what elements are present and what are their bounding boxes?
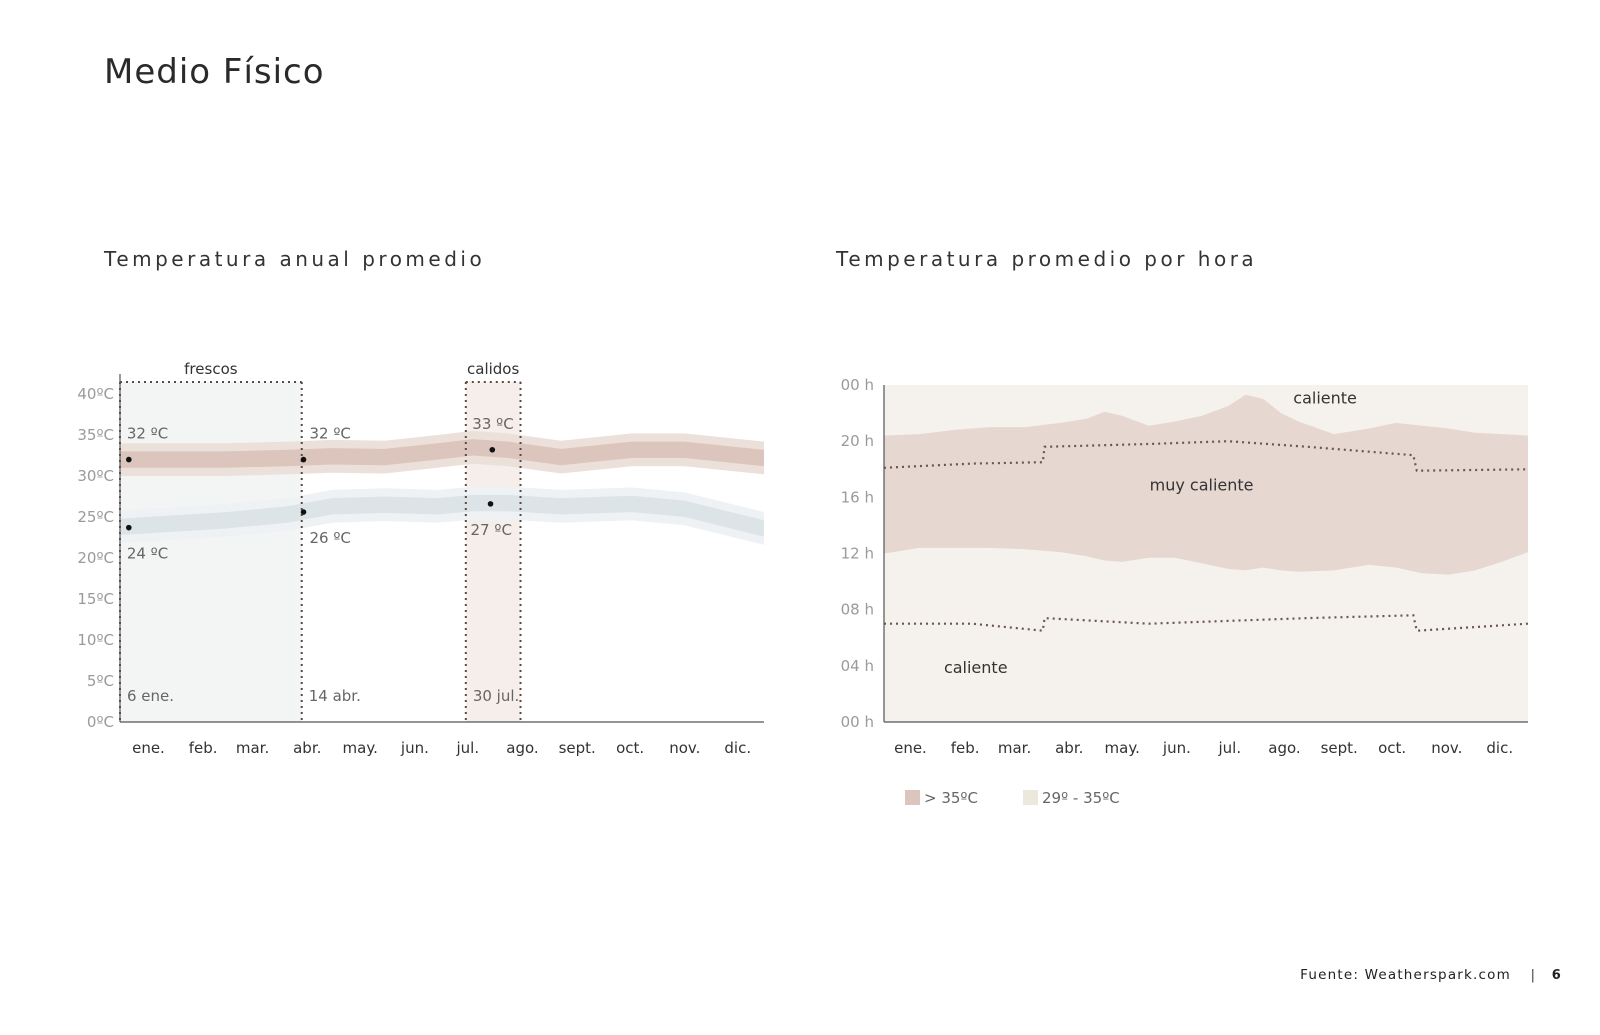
temperature-band-inner-1: [120, 494, 764, 537]
annotation-dot: [300, 456, 307, 463]
y-tick-label: 00 h: [841, 376, 874, 394]
x-tick-label: dic.: [1486, 739, 1513, 757]
annotation-label: 32 ºC: [127, 425, 168, 443]
annotation-label: 27 ºC: [471, 521, 512, 539]
y-tick-label: 5ºC: [87, 672, 114, 690]
x-tick-label: sept.: [1321, 739, 1358, 757]
x-tick-label: abr.: [293, 739, 321, 757]
period-end-date-frescos: 14 abr.: [309, 687, 361, 705]
y-tick-label: 30ºC: [77, 467, 114, 485]
x-tick-label: jul.: [456, 739, 480, 757]
annual-chart-title: Temperatura anual promedio: [104, 247, 486, 271]
annotation-dot: [487, 501, 494, 507]
x-tick-label: jun.: [1162, 739, 1191, 757]
footer-divider: |: [1530, 967, 1537, 983]
x-tick-label: mar.: [236, 739, 269, 757]
hourly-chart-title: Temperatura promedio por hora: [836, 247, 1258, 271]
x-tick-label: ago.: [1268, 739, 1300, 757]
hourly-temperature-chart: caliente muy caliente caliente 00 h 04 h 08 h…: [841, 376, 1529, 807]
annotation-dot: [489, 446, 496, 453]
area-label: muy caliente: [1150, 475, 1254, 494]
period-shade-frescos: [120, 382, 302, 722]
y-tick-label: 20 h: [841, 432, 874, 450]
y-tick-label: 40ºC: [77, 385, 114, 403]
x-tick-label: sept.: [559, 739, 596, 757]
y-tick-label: 12 h: [841, 545, 874, 563]
x-tick-label: nov.: [1431, 739, 1462, 757]
legend-label: > 35ºC: [924, 789, 978, 807]
annotation-dot: [126, 456, 132, 463]
annotation-dot: [300, 509, 307, 515]
y-tick-label: 16 h: [841, 488, 874, 506]
x-tick-label: feb.: [189, 739, 218, 757]
x-tick-label: mar.: [998, 739, 1031, 757]
very-hot-area: [884, 394, 1528, 575]
annotation-dot: [126, 524, 132, 531]
y-tick-label: 0ºC: [87, 713, 114, 731]
annotation-label: 24 ºC: [127, 545, 168, 563]
x-tick-label: nov.: [669, 739, 700, 757]
x-tick-label: may.: [1105, 739, 1140, 757]
x-tick-label: dic.: [724, 739, 751, 757]
y-tick-label: 20ºC: [77, 549, 114, 567]
y-tick-label: 25ºC: [77, 508, 114, 526]
x-tick-label: oct.: [616, 739, 644, 757]
y-tick-label: 04 h: [841, 657, 874, 675]
x-tick-label: ene.: [894, 739, 927, 757]
source-credit: Fuente: Weatherspark.com: [1300, 967, 1511, 983]
x-tick-label: jul.: [1218, 739, 1242, 757]
x-tick-label: ene.: [132, 739, 165, 757]
y-tick-label: 10ºC: [77, 631, 114, 649]
y-tick-label: 35ºC: [77, 426, 114, 444]
page-footer: Fuente: Weatherspark.com | 6: [1300, 967, 1562, 983]
temperature-band-inner-0: [120, 439, 764, 468]
annotation-label: 32 ºC: [309, 425, 350, 443]
area-label: caliente: [944, 658, 1008, 677]
x-tick-label: oct.: [1378, 739, 1406, 757]
x-tick-label: jun.: [400, 739, 429, 757]
y-tick-label: 08 h: [841, 601, 874, 619]
legend-swatch: [905, 790, 920, 805]
y-tick-label: 00 h: [841, 713, 874, 731]
x-tick-label: may.: [343, 739, 378, 757]
legend-swatch: [1023, 790, 1038, 805]
x-tick-label: feb.: [951, 739, 980, 757]
page-title: Medio Físico: [104, 52, 325, 92]
page-number: 6: [1551, 968, 1562, 983]
period-start-date-frescos: 6 ene.: [127, 687, 174, 705]
period-start-date-calidos: 30 jul.: [473, 687, 519, 705]
area-label: caliente: [1293, 388, 1357, 407]
annotation-label: 33 ºC: [472, 415, 513, 433]
x-tick-label: ago.: [506, 739, 538, 757]
period-label-calidos: calidos: [467, 360, 519, 378]
annual-temperature-chart: frescos 6 ene. 14 abr. calidos 30 jul. 32 ºC 2…: [77, 360, 764, 757]
sunset-line: [883, 440, 1529, 472]
legend-label: 29º - 35ºC: [1042, 789, 1120, 807]
annotation-label: 26 ºC: [309, 529, 350, 547]
y-tick-label: 15ºC: [77, 590, 114, 608]
period-label-frescos: frescos: [184, 360, 238, 378]
x-tick-label: abr.: [1055, 739, 1083, 757]
